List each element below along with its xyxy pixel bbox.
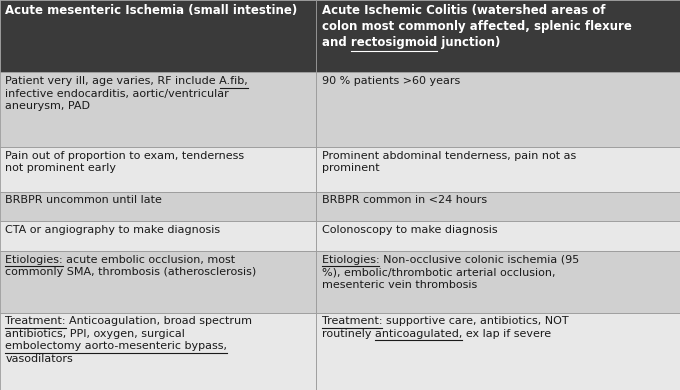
Text: 90 % patients >60 years: 90 % patients >60 years <box>322 76 460 86</box>
Bar <box>316 251 680 313</box>
Text: Treatment: supportive care, antibiotics, NOT: Treatment: supportive care, antibiotics,… <box>322 317 568 326</box>
Text: aneurysm, PAD: aneurysm, PAD <box>5 101 90 111</box>
Text: BRBPR uncommon until late: BRBPR uncommon until late <box>5 195 163 206</box>
Bar <box>0 221 316 251</box>
Bar <box>0 147 316 191</box>
Text: BRBPR common in <24 hours: BRBPR common in <24 hours <box>322 195 487 206</box>
Text: antibiotics, PPI, oxygen, surgical: antibiotics, PPI, oxygen, surgical <box>5 329 186 339</box>
Text: commonly SMA, thrombosis (atherosclerosis): commonly SMA, thrombosis (atherosclerosi… <box>5 268 256 277</box>
Bar <box>0 0 316 73</box>
Bar <box>0 191 316 221</box>
Bar <box>316 313 680 390</box>
Text: Etiologies: Non-occlusive colonic ischemia (95: Etiologies: Non-occlusive colonic ischem… <box>322 255 579 265</box>
Text: Pain out of proportion to exam, tenderness: Pain out of proportion to exam, tenderne… <box>5 151 245 161</box>
Bar <box>316 0 680 73</box>
Text: embolectomy aorto-mesenteric bypass,: embolectomy aorto-mesenteric bypass, <box>5 342 227 351</box>
Bar <box>316 191 680 221</box>
Text: infective endocarditis, aortic/ventricular: infective endocarditis, aortic/ventricul… <box>5 89 229 99</box>
Text: prominent: prominent <box>322 163 379 173</box>
Text: routinely anticoagulated, ex lap if severe: routinely anticoagulated, ex lap if seve… <box>322 329 551 339</box>
Text: colon most commonly affected, splenic flexure: colon most commonly affected, splenic fl… <box>322 20 632 33</box>
Text: Etiologies: acute embolic occlusion, most: Etiologies: acute embolic occlusion, mos… <box>5 255 235 265</box>
Text: Treatment: Anticoagulation, broad spectrum: Treatment: Anticoagulation, broad spectr… <box>5 317 252 326</box>
Text: and rectosigmoid junction): and rectosigmoid junction) <box>322 36 500 50</box>
Bar <box>316 147 680 191</box>
Bar <box>0 251 316 313</box>
Bar <box>316 221 680 251</box>
Text: mesenteric vein thrombosis: mesenteric vein thrombosis <box>322 280 477 290</box>
Text: Patient very ill, age varies, RF include A.fib,: Patient very ill, age varies, RF include… <box>5 76 248 86</box>
Bar <box>316 73 680 147</box>
Text: not prominent early: not prominent early <box>5 163 116 173</box>
Text: Acute Ischemic Colitis (watershed areas of: Acute Ischemic Colitis (watershed areas … <box>322 4 605 17</box>
Bar <box>0 313 316 390</box>
Text: %), embolic/thrombotic arterial occlusion,: %), embolic/thrombotic arterial occlusio… <box>322 268 555 277</box>
Bar <box>0 73 316 147</box>
Text: CTA or angiography to make diagnosis: CTA or angiography to make diagnosis <box>5 225 220 235</box>
Text: Acute mesenteric Ischemia (small intestine): Acute mesenteric Ischemia (small intesti… <box>5 4 298 17</box>
Text: Colonoscopy to make diagnosis: Colonoscopy to make diagnosis <box>322 225 497 235</box>
Text: Prominent abdominal tenderness, pain not as: Prominent abdominal tenderness, pain not… <box>322 151 576 161</box>
Text: vasodilators: vasodilators <box>5 354 73 364</box>
